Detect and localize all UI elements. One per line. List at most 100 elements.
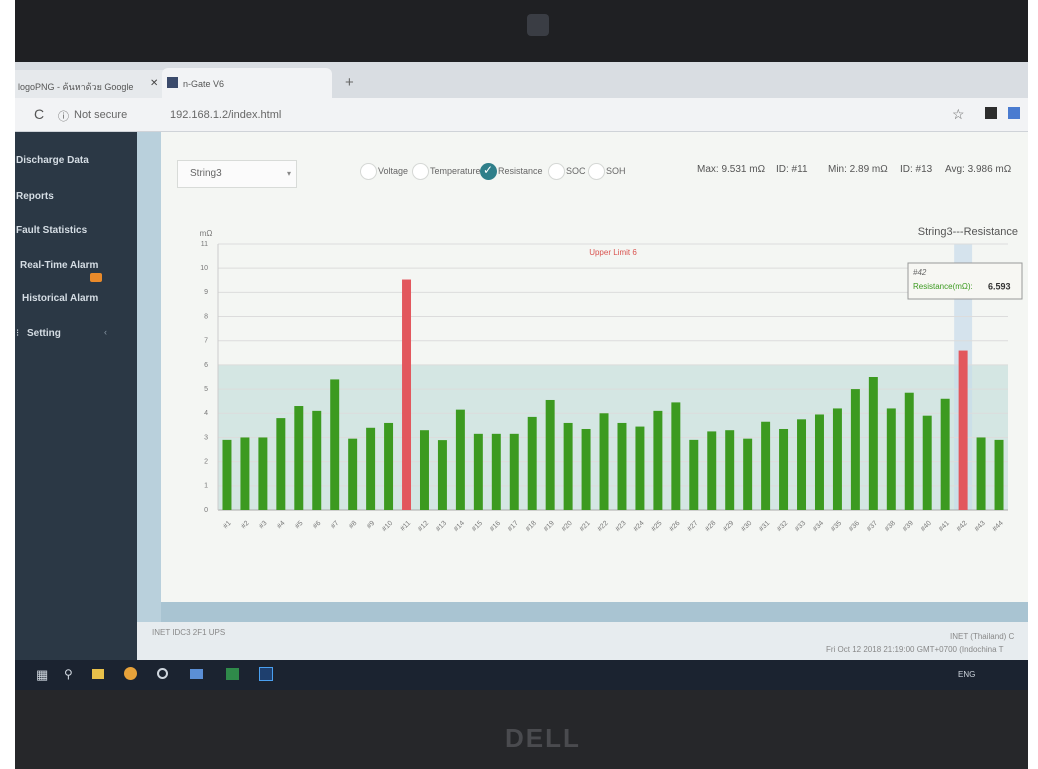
x-tick-label: #18 <box>525 520 538 533</box>
x-tick-label: #34 <box>812 520 825 533</box>
x-tick-label: #33 <box>794 520 807 533</box>
x-tick-label: #40 <box>920 520 933 533</box>
chart-title: String3---Resistance <box>918 226 1018 238</box>
x-tick-label: #5 <box>294 520 305 531</box>
upper-limit-label: Upper Limit 6 <box>589 248 637 257</box>
bar <box>276 418 285 510</box>
bar <box>294 406 303 510</box>
bar <box>564 423 573 510</box>
bar <box>923 416 932 510</box>
x-tick-label: #30 <box>740 520 753 533</box>
x-tick-label: #6 <box>312 520 323 531</box>
bar <box>546 400 555 510</box>
x-tick-label: #41 <box>938 520 951 533</box>
y-tick-label: 11 <box>201 241 208 248</box>
y-tick-label: 0 <box>204 507 208 514</box>
x-tick-label: #15 <box>471 520 484 533</box>
bar <box>384 423 393 510</box>
page: { "browser": {"tabs": ["logoPNG - ค้นหาด… <box>0 0 1038 769</box>
bar <box>743 439 752 510</box>
x-tick-label: #44 <box>992 520 1005 533</box>
bar <box>725 430 734 510</box>
x-tick-label: #13 <box>435 520 448 533</box>
bar <box>312 411 321 510</box>
x-tick-label: #26 <box>668 520 681 533</box>
x-tick-label: #19 <box>543 520 556 533</box>
x-tick-label: #27 <box>686 520 699 533</box>
bar <box>258 437 267 510</box>
x-tick-label: #43 <box>974 520 987 533</box>
bar <box>689 440 698 510</box>
bar <box>833 408 842 510</box>
tooltip-label: Resistance(mΩ): <box>913 282 973 291</box>
x-tick-label: #9 <box>366 520 377 531</box>
y-tick-label: 2 <box>204 458 208 465</box>
x-tick-label: #22 <box>597 520 610 533</box>
bar <box>779 429 788 510</box>
bar <box>635 427 644 510</box>
bar <box>492 434 501 510</box>
x-tick-label: #11 <box>399 520 412 533</box>
bar <box>761 422 770 510</box>
x-tick-label: #21 <box>579 520 592 533</box>
x-tick-label: #2 <box>240 520 251 531</box>
x-tick-label: #16 <box>489 520 502 533</box>
bar <box>797 419 806 510</box>
bar <box>330 379 339 510</box>
bar <box>222 440 231 510</box>
y-axis-unit: mΩ <box>200 229 213 238</box>
y-tick-label: 1 <box>204 483 208 490</box>
bar <box>420 430 429 510</box>
x-tick-label: #14 <box>453 520 466 533</box>
x-tick-label: #4 <box>276 520 287 531</box>
y-tick-label: 6 <box>204 362 208 369</box>
x-tick-label: #36 <box>848 520 861 533</box>
bar <box>671 402 680 510</box>
x-tick-label: #8 <box>348 520 359 531</box>
x-tick-label: #24 <box>632 520 645 533</box>
x-tick-label: #28 <box>704 520 717 533</box>
x-tick-label: #37 <box>866 520 879 533</box>
bar <box>456 410 465 510</box>
y-tick-label: 4 <box>204 410 208 417</box>
x-tick-label: #39 <box>902 520 915 533</box>
x-tick-label: #42 <box>956 520 969 533</box>
chart: String3---ResistancemΩ01234567891011Uppe… <box>0 0 1038 769</box>
bar <box>941 399 950 510</box>
x-tick-label: #7 <box>330 520 341 531</box>
x-tick-label: #3 <box>258 520 269 531</box>
bar <box>510 434 519 510</box>
tooltip-category: #42 <box>913 268 927 277</box>
y-tick-label: 7 <box>204 338 208 345</box>
x-tick-label: #12 <box>417 520 430 533</box>
bar <box>887 408 896 510</box>
x-tick-label: #35 <box>830 520 843 533</box>
bar <box>528 417 537 510</box>
bar <box>402 280 411 510</box>
bar <box>869 377 878 510</box>
x-tick-label: #17 <box>507 520 520 533</box>
x-tick-label: #31 <box>758 520 771 533</box>
bar <box>582 429 591 510</box>
bar <box>977 437 986 510</box>
bar <box>707 431 716 510</box>
y-tick-label: 3 <box>204 434 208 441</box>
x-tick-label: #1 <box>222 520 233 531</box>
bar <box>905 393 914 510</box>
bar <box>240 437 249 510</box>
bar <box>348 439 357 510</box>
x-tick-label: #10 <box>381 520 394 533</box>
x-tick-label: #38 <box>884 520 897 533</box>
bar <box>600 413 609 510</box>
bar <box>959 351 968 510</box>
bar <box>653 411 662 510</box>
x-tick-label: #23 <box>614 520 627 533</box>
tooltip-value: 6.593 <box>988 281 1011 291</box>
bar <box>995 440 1004 510</box>
bar <box>815 414 824 510</box>
x-tick-label: #25 <box>650 520 663 533</box>
y-tick-label: 8 <box>204 313 208 320</box>
bar <box>474 434 483 510</box>
x-tick-label: #20 <box>561 520 574 533</box>
x-tick-label: #29 <box>722 520 735 533</box>
